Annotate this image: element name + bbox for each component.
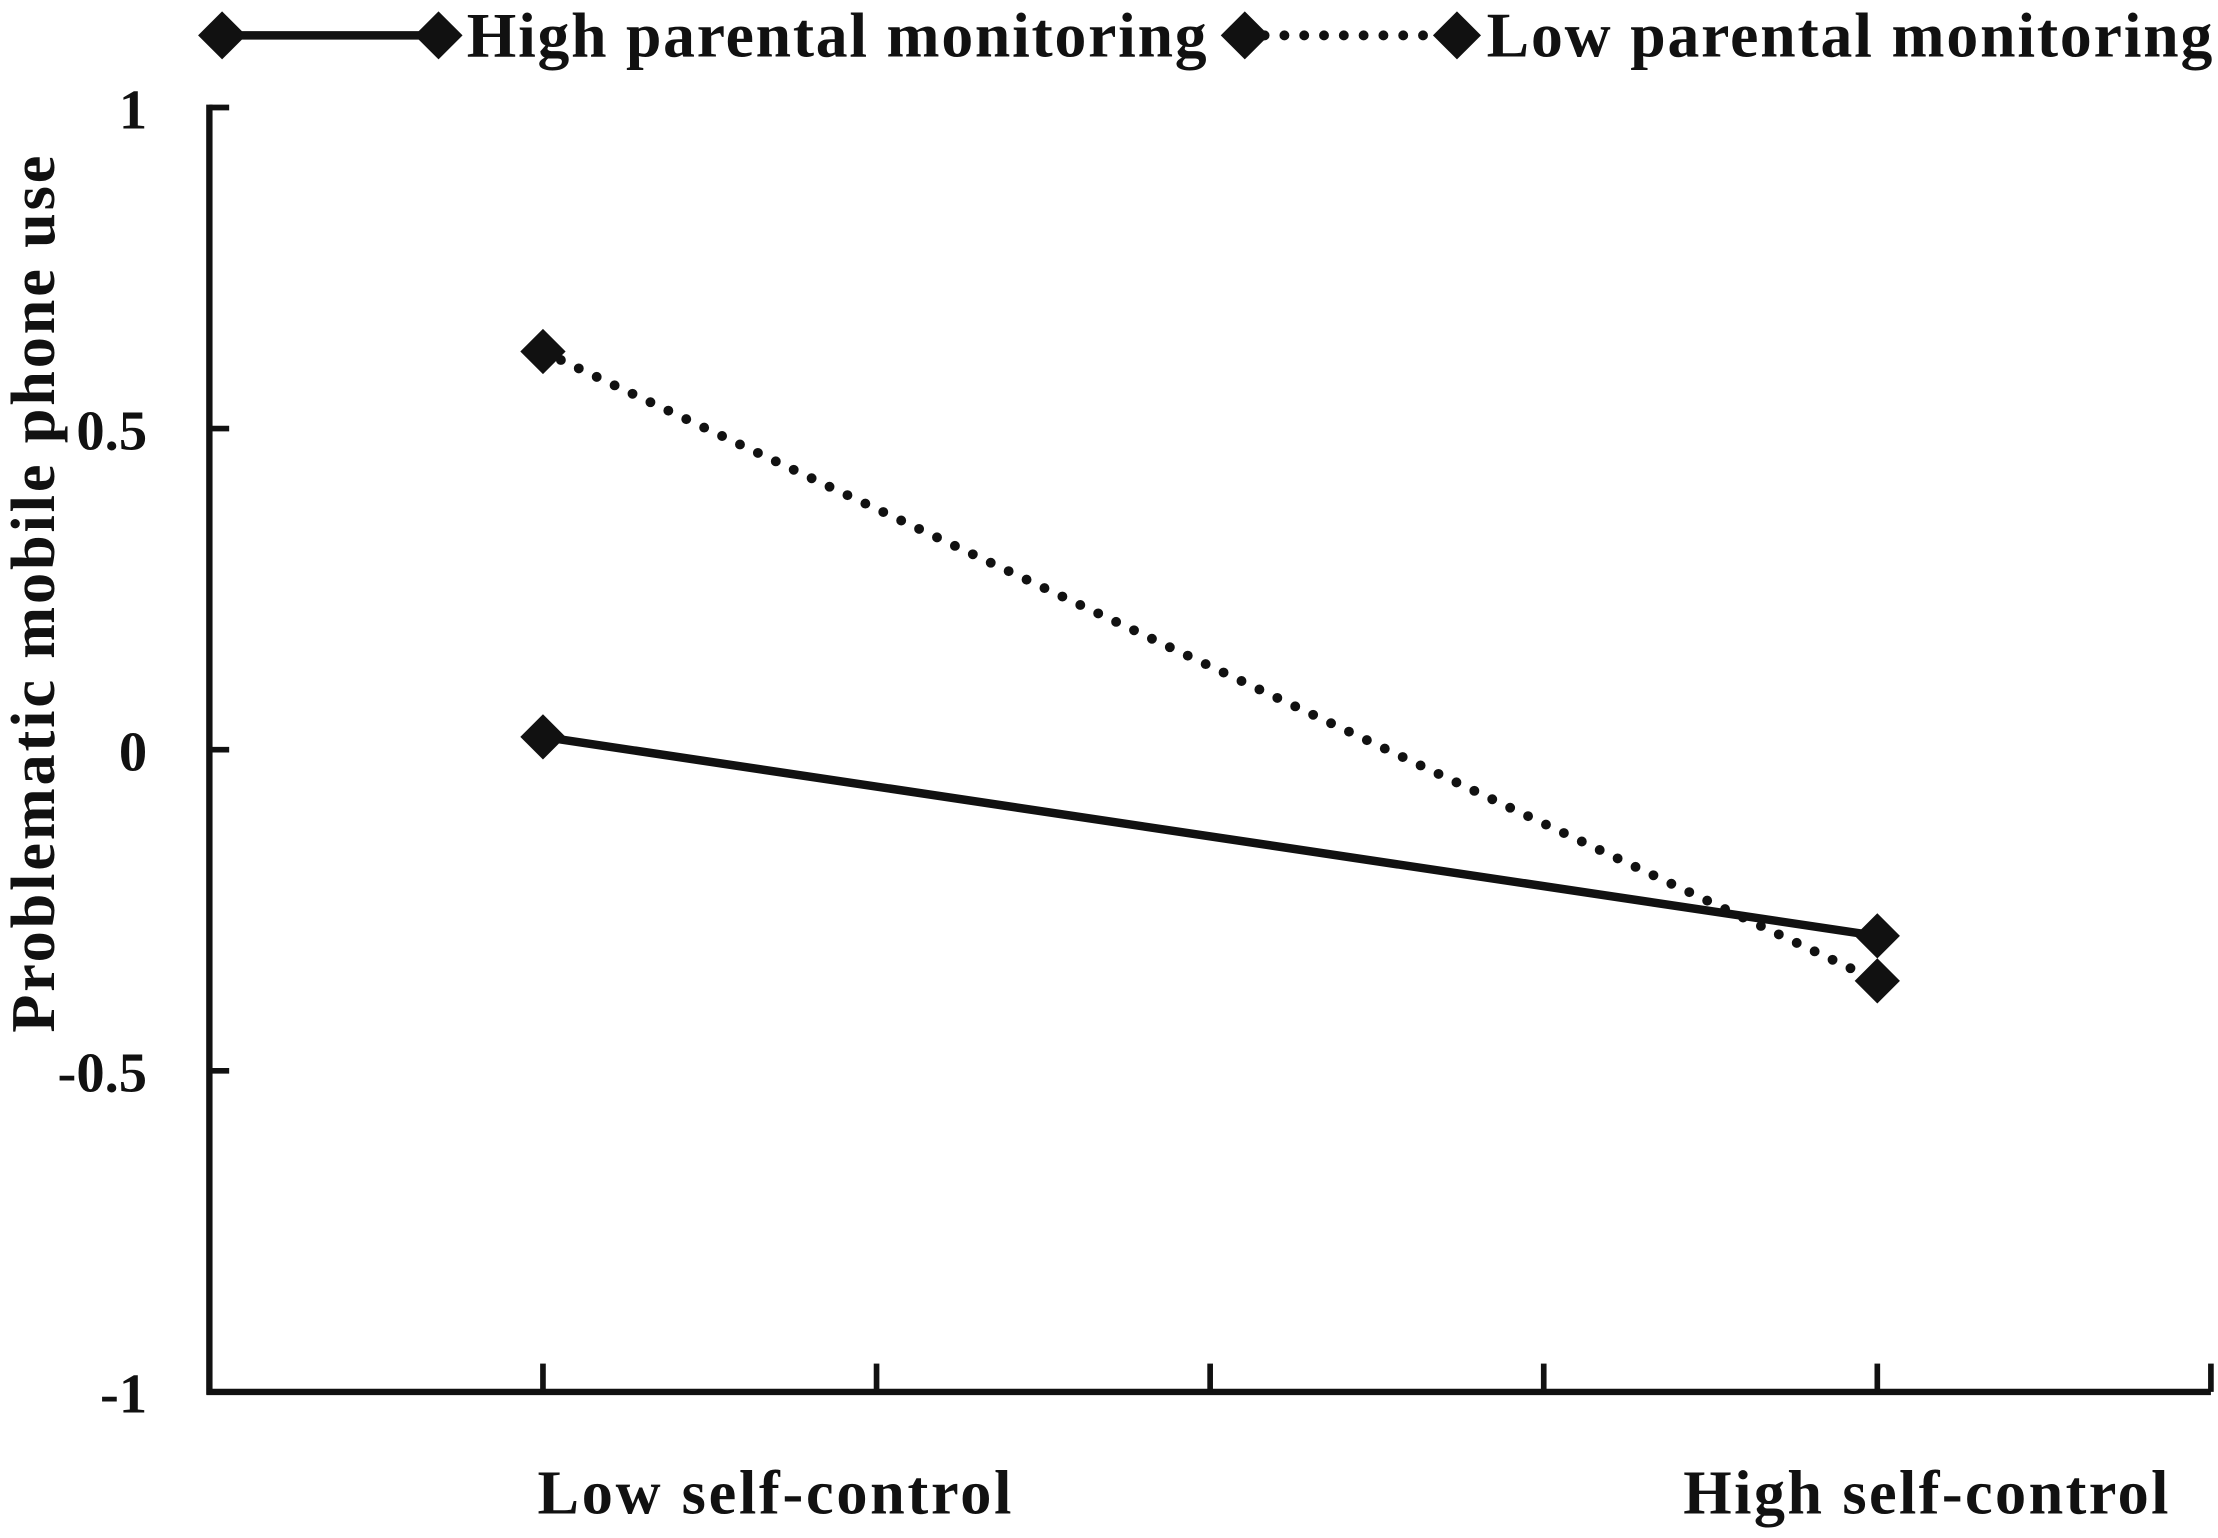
x-category-label-low-self-control: Low self-control <box>538 1460 1012 1528</box>
series-line-low-parental-monitoring <box>538 346 1883 986</box>
y-axis-title: Problematic mobile phone use <box>0 156 68 1033</box>
legend-item-high-parental-monitoring: High parental monitoring <box>198 0 1207 71</box>
x-ticks <box>540 1363 2214 1392</box>
series-lines <box>538 346 1883 986</box>
data-point-marker-high-parental-monitoring-low-self-control <box>520 714 566 760</box>
data-point-marker-high-parental-monitoring-high-self-control <box>1854 913 1900 959</box>
legend-diamond-marker <box>1432 11 1482 60</box>
legend-label-low-parental-monitoring: Low parental monitoring <box>1487 0 2213 71</box>
legend-item-low-parental-monitoring: Low parental monitoring <box>1220 0 2213 71</box>
legend-diamond-marker <box>198 11 247 60</box>
y-tick-label: 1 <box>119 79 147 141</box>
y-tick-label: -1 <box>100 1364 147 1426</box>
legend-diamond-marker <box>414 11 463 60</box>
y-ticks: 1 0.5 0 -0.5 -1 <box>58 79 230 1426</box>
legend-diamond-marker <box>1220 11 1269 60</box>
data-point-marker-low-parental-monitoring-high-self-control <box>1854 958 1900 1004</box>
series-markers <box>520 328 1900 1004</box>
x-category-label-high-self-control: High self-control <box>1683 1460 2168 1528</box>
y-tick-label: 0.5 <box>76 400 147 462</box>
series-line-high-parental-monitoring <box>542 732 1878 941</box>
legend-label-high-parental-monitoring: High parental monitoring <box>467 0 1207 71</box>
data-point-marker-low-parental-monitoring-low-self-control <box>520 328 566 375</box>
y-tick-label: 0 <box>119 722 147 784</box>
legend: High parental monitoring Low parental mo… <box>198 0 2212 71</box>
y-tick-label: -0.5 <box>58 1043 148 1105</box>
